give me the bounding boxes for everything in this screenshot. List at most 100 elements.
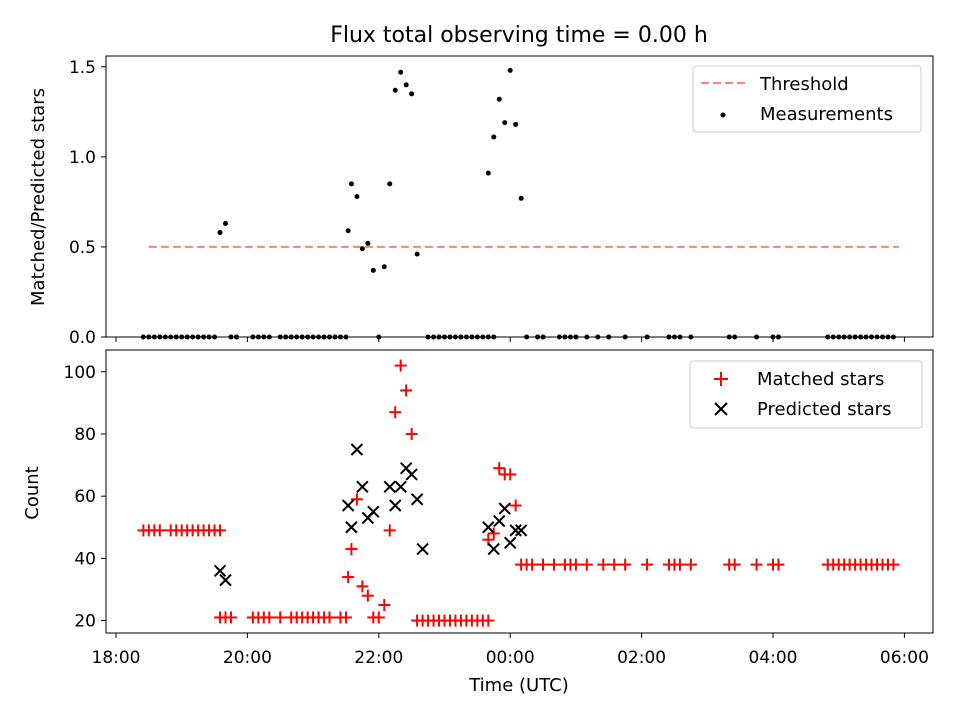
x-tick-label: 02:00 [617,648,666,668]
matched-point [580,558,593,571]
measurement-point [507,67,513,73]
bottom-y-tick-label: 80 [74,425,96,445]
matched-point [361,589,374,602]
measurement-point [217,230,223,236]
matched-point [619,558,632,571]
bottom-y-tick-label: 100 [64,363,96,383]
x-tick-label: 00:00 [486,648,535,668]
matched-point [526,558,539,571]
matched-point [400,384,413,397]
matched-point [487,527,500,540]
matched-point [378,599,391,612]
measurement-point [414,251,420,257]
legend-measurements-swatch [720,112,726,118]
matched-point [224,611,237,624]
matched-point [641,558,654,571]
top-legend: Threshold Measurements [692,65,922,133]
matched-point [772,558,785,571]
measurement-point [496,96,502,102]
matched-point [153,524,166,537]
matched-point [350,493,363,506]
predicted-point [383,480,396,494]
matched-point [548,558,560,571]
predicted-point [394,480,407,494]
matched-point [728,558,741,571]
legend-threshold-label: Threshold [759,74,849,95]
top-axes: 0.0 0.5 1.0 1.5 Matched/Predicted stars Thr… [28,55,934,348]
predicted-point [482,521,495,534]
matched-point [537,558,550,571]
predicted-point [350,443,364,456]
bottom-x-ticks: 18:00 20:00 22:00 00:00 02:00 04:00 06:00 [92,633,929,668]
legend-matched-swatch [714,372,728,386]
measurement-point [409,91,415,97]
predicted-point [367,505,380,518]
matched-point [263,611,276,624]
matched-point [509,499,522,512]
measurement-point [392,87,398,93]
predicted-point [487,542,500,556]
predicted-point [416,542,429,556]
bottom-y-ticks: 20 40 60 80 100 [64,363,106,632]
matched-points [137,359,900,627]
x-tick-label: 06:00 [880,648,929,668]
legend-predicted-label: Predicted stars [757,399,891,420]
predicted-point [389,499,402,512]
matched-point [608,558,621,571]
top-y-tick-label: 0.5 [69,238,96,258]
legend-matched-label: Matched stars [757,369,884,390]
matched-point [405,427,418,440]
matched-point [750,558,763,571]
top-legend-box [692,65,922,133]
measurement-point [403,82,409,88]
top-y-tick-label: 1.5 [69,58,96,78]
matched-point [482,614,495,627]
measurement-point [518,195,524,201]
predicted-point [514,524,528,537]
predicted-point [219,573,232,587]
x-tick-label: 20:00 [223,648,272,668]
matched-point [383,524,396,537]
x-tick-label: 18:00 [92,648,141,668]
matched-point [339,611,352,624]
matched-point [493,462,506,475]
matched-point [504,468,517,481]
predicted-point [345,521,358,534]
measurement-point [365,240,371,246]
bottom-legend-box [689,360,923,429]
measurement-point [359,246,365,252]
x-tick-label: 04:00 [749,648,798,668]
measurement-point [387,181,393,187]
measurement-point [491,134,497,140]
measurement-point [513,121,519,127]
matched-point [274,611,287,624]
matched-point [673,558,686,571]
top-y-tick-label: 1.0 [69,148,96,168]
measurement-point [354,194,360,199]
bottom-y-tick-label: 20 [74,612,96,632]
legend-predicted-swatch [714,402,728,416]
matched-point [356,580,369,593]
bottom-y-tick-label: 40 [74,549,96,569]
matched-point [597,558,610,571]
matched-point [389,406,402,419]
matched-point [345,543,358,556]
predicted-point [213,564,227,578]
predicted-points [213,443,528,587]
predicted-point [509,524,522,537]
bottom-y-axis-label: Count [22,466,43,519]
matched-point [372,611,385,624]
predicted-point [405,468,418,481]
measurement-point [485,170,491,176]
x-tick-label: 22:00 [354,648,403,668]
bottom-axes: 20 40 60 80 100 18:00 20:00 22:00 00:00 02:00 04:… [22,349,934,696]
predicted-point [493,514,506,528]
matched-point [394,359,407,372]
matched-point [887,558,900,571]
matched-point [214,524,227,537]
predicted-point [498,502,511,515]
measurement-point [398,69,404,75]
top-axes-frame [105,55,934,338]
measurement-point [223,221,228,227]
